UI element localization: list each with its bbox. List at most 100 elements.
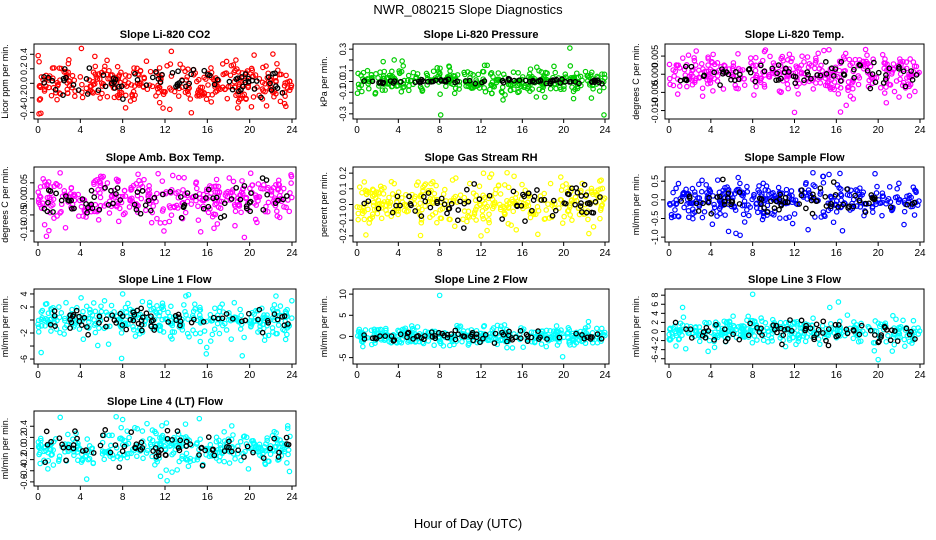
- reference-point: [83, 447, 89, 453]
- data-point: [129, 93, 136, 99]
- data-point: [388, 178, 395, 185]
- data-point: [219, 322, 226, 329]
- reference-point: [526, 78, 533, 85]
- x-tick-label: 20: [558, 125, 570, 136]
- data-point: [498, 323, 504, 330]
- data-point: [368, 327, 375, 334]
- data-point: [363, 232, 369, 238]
- reference-point: [183, 83, 189, 90]
- x-tick-label: 8: [120, 370, 126, 381]
- data-point: [806, 61, 813, 67]
- outlier-point: [679, 304, 686, 311]
- data-point: [230, 178, 237, 185]
- data-point: [360, 343, 366, 350]
- data-point: [141, 75, 148, 82]
- reference-point: [562, 200, 569, 207]
- data-point: [197, 436, 204, 442]
- data-point: [180, 65, 186, 71]
- data-point: [820, 180, 827, 186]
- data-point: [35, 329, 42, 335]
- reference-point: [250, 449, 256, 456]
- data-point: [778, 89, 784, 95]
- data-point: [433, 182, 439, 189]
- data-point: [512, 195, 519, 201]
- reference-point: [805, 71, 811, 78]
- data-point: [211, 225, 217, 232]
- data-point: [46, 194, 53, 201]
- data-point: [855, 81, 862, 88]
- data-point: [389, 68, 395, 75]
- data-point: [421, 182, 428, 189]
- y-tick-label: 8: [650, 293, 660, 298]
- data-point: [370, 193, 376, 199]
- data-point: [105, 341, 112, 347]
- reference-point: [110, 200, 116, 207]
- data-point: [383, 335, 389, 342]
- data-point: [235, 202, 241, 208]
- reference-point: [491, 340, 498, 346]
- data-point: [437, 91, 443, 98]
- reference-point: [510, 188, 517, 195]
- data-point: [409, 325, 416, 332]
- data-point: [741, 82, 748, 88]
- reference-point: [63, 457, 69, 464]
- reference-point: [434, 198, 440, 205]
- data-point: [35, 321, 41, 328]
- outlier-point: [737, 232, 743, 239]
- reference-point: [906, 331, 913, 338]
- data-point: [506, 199, 513, 206]
- reference-point: [814, 72, 821, 78]
- reference-point: [579, 332, 585, 338]
- data-point: [56, 456, 62, 463]
- reference-point: [682, 63, 689, 70]
- data-point: [577, 189, 584, 196]
- x-tick-label: 20: [873, 370, 885, 381]
- data-point: [768, 335, 775, 341]
- data-point: [140, 455, 146, 462]
- data-point: [245, 466, 252, 472]
- reference-point: [758, 325, 764, 332]
- reference-point: [48, 438, 54, 445]
- data-point: [108, 302, 115, 309]
- x-tick-label: 16: [831, 125, 843, 136]
- reference-point: [69, 205, 75, 212]
- data-point: [214, 320, 221, 327]
- data-point: [479, 213, 486, 219]
- data-point: [753, 322, 760, 328]
- data-point: [153, 310, 160, 316]
- data-point: [203, 76, 209, 82]
- data-point: [96, 325, 102, 331]
- reference-point: [221, 448, 228, 454]
- reference-point: [134, 189, 141, 196]
- reference-point: [75, 87, 82, 93]
- data-point: [191, 457, 197, 463]
- x-tick-label: 8: [750, 370, 756, 381]
- data-point: [786, 214, 793, 220]
- data-point: [216, 330, 223, 337]
- outlier-point: [875, 356, 881, 363]
- data-point: [495, 70, 502, 76]
- data-point: [482, 88, 489, 95]
- reference-point: [556, 334, 563, 341]
- data-point: [160, 206, 167, 212]
- data-point: [159, 316, 165, 323]
- outlier-point: [585, 318, 592, 325]
- reference-point: [119, 322, 126, 328]
- series-points: [35, 170, 295, 241]
- x-tick-label: 20: [244, 248, 256, 259]
- data-point: [195, 87, 202, 93]
- outlier-point: [749, 291, 756, 298]
- reference-point: [544, 336, 550, 342]
- data-point: [709, 59, 716, 66]
- reference-point: [808, 197, 815, 204]
- data-point: [693, 48, 700, 54]
- data-point: [543, 207, 550, 213]
- data-point: [596, 88, 603, 94]
- data-point: [82, 453, 89, 460]
- data-point: [379, 87, 386, 93]
- data-point: [474, 203, 480, 210]
- data-point: [215, 446, 221, 453]
- data-point: [554, 342, 561, 348]
- data-point: [557, 174, 564, 180]
- data-point: [839, 227, 846, 234]
